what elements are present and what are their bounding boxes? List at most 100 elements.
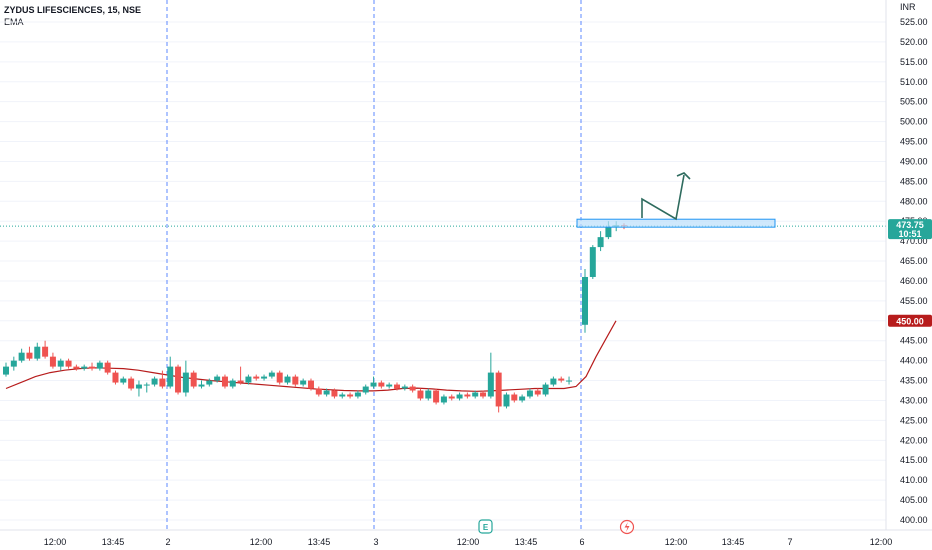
price-tick-label: 405.00: [900, 495, 928, 505]
candle-body: [354, 392, 361, 397]
candle-body: [182, 372, 189, 393]
candle-body: [331, 390, 338, 397]
candle-body: [605, 227, 612, 238]
price-tick-label: 500.00: [900, 117, 928, 127]
time-tick-label: 12:00: [457, 537, 480, 547]
candle-body: [175, 366, 182, 393]
candle-body: [347, 394, 354, 397]
candle-body: [268, 372, 275, 377]
candle-body: [81, 366, 88, 369]
price-tick-label: 520.00: [900, 37, 928, 47]
price-tick-label: 480.00: [900, 196, 928, 206]
candle-body: [526, 390, 533, 397]
price-tick-label: 470.00: [900, 236, 928, 246]
candle-body: [495, 372, 502, 407]
candle-body: [307, 380, 314, 389]
price-axis[interactable]: INR 400.00 405.00 410.00 415.00 420.00 425.00 4…: [885, 0, 932, 530]
candle-body: [558, 378, 565, 381]
candle-body: [425, 390, 432, 399]
time-tick-label: 12:00: [665, 537, 688, 547]
lightning-icon: [624, 522, 630, 532]
time-tick-label: 7: [787, 537, 792, 547]
candle-body: [112, 372, 119, 383]
candle-body: [362, 386, 369, 393]
candle-body: [386, 384, 393, 387]
price-tick-label: 525.00: [900, 17, 928, 27]
candle-body: [433, 390, 440, 403]
time-tick-label: 13:45: [308, 537, 331, 547]
resistance-zone: [576, 218, 776, 228]
time-axis[interactable]: 12:00 13:45 2 12:00 13:45 3 12:00 13:45 6 12:00 13…: [0, 529, 932, 547]
candle-body: [519, 396, 526, 401]
last-price-tag: [888, 219, 932, 240]
candle-body: [503, 394, 510, 407]
candle-body: [276, 372, 283, 383]
candle-body: [253, 376, 260, 379]
time-tick-label: 12:00: [870, 537, 893, 547]
candle-body: [245, 376, 252, 383]
candle-body: [159, 378, 166, 387]
currency-label: INR: [900, 2, 916, 12]
price-tick-label: 490.00: [900, 156, 928, 166]
candle-body: [57, 360, 64, 367]
last-price-value: 473.75: [896, 220, 924, 230]
symbol-title[interactable]: ZYDUS LIFESCIENCES, 15, NSE: [4, 5, 142, 15]
candle-body: [261, 376, 268, 379]
candle-body: [151, 378, 158, 385]
candle-body: [206, 380, 213, 385]
price-tick-label: 420.00: [900, 435, 928, 445]
bar-countdown: 10:51: [898, 229, 921, 239]
price-tick-label: 485.00: [900, 176, 928, 186]
candle-body: [550, 378, 557, 385]
candle-body: [394, 384, 400, 389]
price-tick-label: 410.00: [900, 475, 928, 485]
drawings[interactable]: [0, 172, 886, 228]
candle-body: [120, 378, 127, 383]
candle-body: [221, 376, 228, 387]
candle-body: [589, 247, 596, 277]
candle-body: [534, 390, 541, 395]
price-tick-label: 455.00: [900, 296, 928, 306]
candle-body: [582, 276, 588, 325]
price-tick-label: 515.00: [900, 57, 928, 67]
projection-arrow-head: [676, 172, 691, 180]
day-separators: [166, 0, 582, 530]
candle-body: [49, 356, 56, 367]
candle-body: [464, 394, 471, 397]
price-tick-label: 465.00: [900, 256, 928, 266]
candle-body: [315, 388, 322, 395]
candle-body: [65, 360, 72, 367]
candle-body: [26, 352, 33, 359]
candle-body: [89, 366, 96, 369]
candle-body: [167, 366, 174, 387]
price-tick-label: 440.00: [900, 356, 928, 366]
time-tick-label: 3: [373, 537, 378, 547]
price-tick-label: 510.00: [900, 77, 928, 87]
candle-body: [480, 392, 487, 397]
earnings-marker-icon[interactable]: [478, 519, 493, 534]
candle-body: [378, 382, 385, 387]
candle-body: [214, 376, 221, 381]
candle-body: [10, 360, 17, 367]
candle-body: [440, 396, 447, 403]
time-tick-label: 12:00: [44, 537, 67, 547]
ema-price-value: 450.00: [896, 316, 924, 326]
candle-body: [409, 386, 416, 391]
candle-body: [339, 394, 346, 397]
candle-body: [401, 386, 408, 389]
price-tick-label: 415.00: [900, 455, 928, 465]
candle-body: [237, 380, 244, 383]
candle-body: [104, 362, 111, 373]
candle-body: [456, 394, 463, 399]
price-tick-label: 505.00: [900, 97, 928, 107]
candle-body: [300, 380, 307, 385]
projection-arrow-path: [641, 174, 685, 221]
time-tick-label: 13:45: [515, 537, 538, 547]
price-grid: [0, 21, 886, 521]
candle-body: [143, 384, 150, 386]
candles: [3, 221, 627, 413]
candle-body: [566, 380, 573, 382]
candle-body: [42, 346, 49, 357]
event-markers[interactable]: E: [478, 519, 635, 535]
